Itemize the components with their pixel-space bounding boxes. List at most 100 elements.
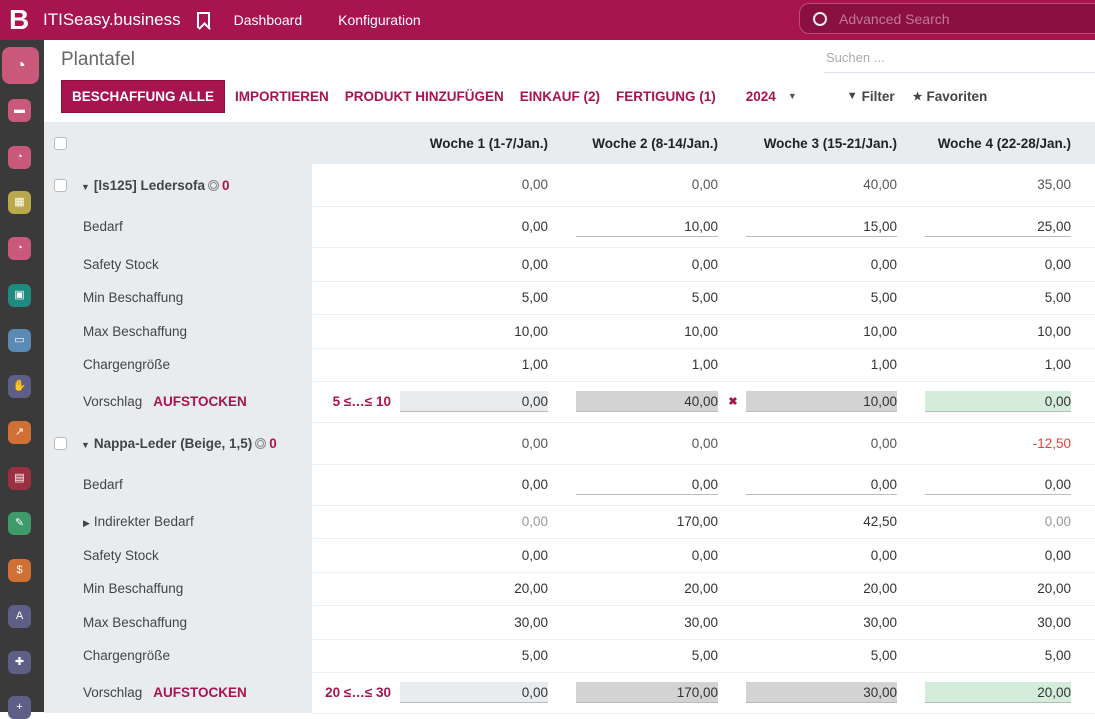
cell-value: 1,00 — [870, 357, 897, 372]
suggestion-input[interactable]: 0,00 — [400, 391, 548, 412]
bedarf-input[interactable]: 0,00 — [576, 474, 718, 495]
product-checkbox[interactable] — [54, 437, 67, 451]
cell-value: 20,00 — [514, 581, 548, 596]
dashboard-icon[interactable]: ◔ — [8, 237, 31, 260]
cell-value: 30,00 — [1037, 614, 1071, 630]
product-week-value: 40,00 — [863, 177, 897, 193]
cell-value: 5,00 — [521, 648, 548, 663]
bedarf-input[interactable]: 0,00 — [521, 219, 548, 234]
caret-down-icon[interactable]: ▼ — [81, 181, 90, 192]
chat-icon[interactable]: ▬ — [8, 99, 31, 122]
product-week-value: 0,00 — [521, 435, 548, 451]
product-row[interactable]: ▼ [ls125] Ledersofa 0 0,00 0,00 40,00 35,00 — [44, 164, 1095, 207]
cell-value: 10,00 — [863, 323, 897, 339]
bedarf-input[interactable]: 15,00 — [746, 216, 897, 237]
suggestion-input[interactable]: 170,00 — [576, 682, 718, 703]
cell-value: 5,00 — [521, 290, 548, 305]
bedarf-input[interactable]: 25,00 — [925, 216, 1071, 237]
cell-value: 0,00 — [691, 256, 718, 272]
invoice-icon[interactable]: $ — [8, 559, 31, 582]
product-count: 0 — [269, 435, 277, 451]
cell-value: 10,00 — [1037, 323, 1071, 339]
dashboard-icon[interactable]: ◔ — [2, 47, 39, 84]
page-title: Plantafel — [61, 49, 135, 70]
dashboard-icon[interactable]: ◔ — [8, 146, 31, 169]
cell-value: 5,00 — [691, 648, 718, 663]
bedarf-input[interactable]: 0,00 — [746, 474, 897, 495]
suggestion-input[interactable]: 40,00 — [576, 391, 718, 412]
chevron-down-icon[interactable]: ▼ — [787, 91, 797, 101]
caret-down-icon[interactable]: ▼ — [81, 439, 90, 450]
cell-value: 5,00 — [870, 648, 897, 663]
tool-icon[interactable]: A — [8, 605, 31, 628]
beschaffung-alle-button[interactable]: BESCHAFFUNG ALLE — [61, 79, 225, 113]
search-input[interactable]: Suchen ... — [824, 44, 1095, 73]
importieren-button[interactable]: IMPORTIEREN — [235, 88, 329, 104]
product-week-value: 35,00 — [1037, 177, 1071, 193]
cell-value: 10,00 — [514, 323, 548, 339]
cell-value: 0,00 — [870, 256, 897, 272]
bookmark-icon[interactable] — [196, 12, 210, 28]
contacts-icon[interactable]: ▣ — [8, 284, 31, 307]
cell-value: 0,00 — [870, 547, 897, 563]
target-icon — [207, 180, 219, 192]
suggestion-input[interactable]: 0,00 — [400, 682, 548, 703]
bedarf-input[interactable]: 0,00 — [521, 477, 548, 492]
suggestion-input[interactable]: 20,00 — [925, 682, 1071, 703]
advanced-search-input[interactable]: Advanced Search — [799, 3, 1095, 34]
range-label: 20 ≤…≤ 30 — [312, 672, 400, 714]
fertigung-button[interactable]: FERTIGUNG (1) — [616, 88, 716, 104]
suggestion-input[interactable]: 30,00 — [746, 682, 897, 703]
product-checkbox[interactable] — [54, 179, 67, 193]
aufstocken-button[interactable]: AUFSTOCKEN — [153, 685, 247, 700]
favorites-label: Favoriten — [926, 88, 988, 104]
suggestion-input[interactable]: 0,00 — [925, 391, 1071, 412]
einkauf-button[interactable]: EINKAUF (2) — [519, 88, 601, 104]
data-row: Min Beschaffung 5,00 5,00 5,00 5,00 — [44, 281, 1095, 315]
suggestion-input[interactable]: 10,00 — [746, 391, 897, 412]
row-label: Bedarf — [83, 219, 123, 234]
year-select[interactable]: 2024 — [745, 88, 776, 104]
data-row: Min Beschaffung 20,00 20,00 20,00 20,00 — [44, 572, 1095, 606]
bedarf-input[interactable]: 10,00 — [576, 216, 718, 237]
range-label: 5 ≤…≤ 10 — [312, 381, 400, 423]
app-logo[interactable]: B — [9, 4, 30, 35]
select-all-checkbox[interactable] — [54, 137, 67, 151]
advanced-search-placeholder: Advanced Search — [839, 10, 950, 27]
cell-value: 42,50 — [863, 514, 897, 529]
data-row: Bedarf 0,00 0,00 0,00 0,00 — [44, 464, 1095, 506]
toolbar: BESCHAFFUNG ALLE IMPORTIEREN PRODUKT HIN… — [61, 79, 1091, 113]
week-header: Woche 1 (1-7/Jan.) — [400, 122, 548, 164]
aufstocken-button[interactable]: AUFSTOCKEN — [153, 394, 247, 409]
product-name[interactable]: Nappa-Leder (Beige, 1,5) — [93, 435, 253, 451]
plan-table: Woche 1 (1-7/Jan.) Woche 2 (8-14/Jan.) W… — [44, 122, 1095, 714]
product-name[interactable]: [ls125] Ledersofa — [93, 177, 205, 193]
box-icon[interactable]: ▤ — [8, 467, 31, 490]
puzzle-icon[interactable]: ✚ — [8, 651, 31, 674]
produkt-hinzufuegen-button[interactable]: PRODUKT HINZUFÜGEN — [344, 88, 504, 104]
close-icon[interactable]: ✖ — [728, 396, 738, 408]
cell-value: 30,00 — [514, 614, 548, 630]
brand-name[interactable]: ITISeasy.business — [43, 10, 181, 29]
cell-value: 0,00 — [521, 547, 548, 563]
chart-icon[interactable]: ↗ — [8, 421, 31, 444]
caret-right-icon[interactable]: ▶ — [83, 518, 90, 528]
nav-dashboard[interactable]: Dashboard — [233, 12, 303, 28]
medkit-icon[interactable]: + — [8, 696, 31, 719]
calendar-icon[interactable]: ▦ — [8, 191, 31, 214]
filter-button[interactable]: ▼ Filter — [847, 89, 895, 104]
card-icon[interactable]: ▭ — [8, 329, 31, 352]
handshake-icon[interactable]: ✋ — [8, 375, 31, 398]
nav-konfiguration[interactable]: Konfiguration — [338, 12, 421, 28]
bedarf-input[interactable]: 0,00 — [925, 474, 1071, 495]
cell-value: 0,00 — [1044, 514, 1071, 529]
table-header: Woche 1 (1-7/Jan.) Woche 2 (8-14/Jan.) W… — [44, 122, 1095, 164]
product-row[interactable]: ▼ Nappa-Leder (Beige, 1,5) 0 0,00 0,00 0,00 -1… — [44, 422, 1095, 465]
data-row: Safety Stock 0,00 0,00 0,00 0,00 — [44, 247, 1095, 282]
target-icon — [255, 438, 267, 450]
product-count: 0 — [221, 177, 230, 193]
favorites-button[interactable]: ★ Favoriten — [913, 89, 988, 104]
wrench-icon[interactable]: ✎ — [8, 512, 31, 535]
cell-value: 1,00 — [521, 357, 548, 372]
cell-value: 5,00 — [870, 290, 897, 305]
